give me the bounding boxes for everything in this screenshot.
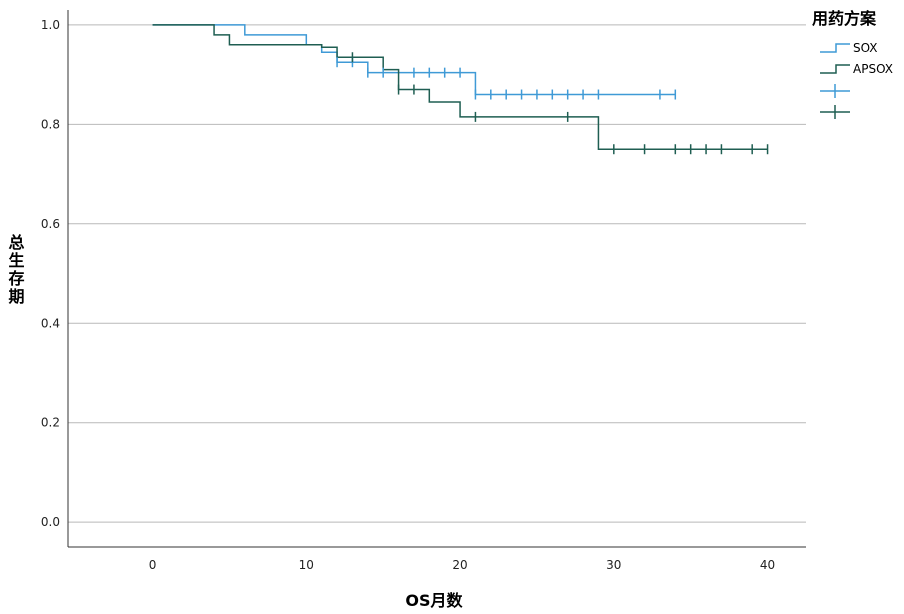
legend: 用药方案 SOX APSOX	[812, 9, 893, 119]
survival-curve-sox	[152, 24, 676, 96]
y-tick-label: 0.8	[41, 117, 60, 131]
legend-swatch-sox	[820, 43, 850, 53]
x-tick-label: 10	[299, 558, 314, 572]
y-tick-label: 0.0	[41, 515, 60, 529]
y-tick-label: 0.2	[41, 416, 60, 430]
y-tick-label: 0.6	[41, 217, 60, 231]
axes	[67, 10, 806, 548]
x-tick-label: 30	[606, 558, 621, 572]
legend-label-apsox: APSOX	[853, 62, 893, 76]
legend-title: 用药方案	[812, 9, 877, 28]
y-tick-label: 0.4	[41, 316, 60, 330]
x-axis-title: OS月数	[405, 591, 463, 610]
survival-curve-apsox	[152, 24, 768, 150]
x-tick-label: 20	[452, 558, 467, 572]
gridlines	[68, 24, 806, 523]
x-tick-label: 0	[149, 558, 157, 572]
survival-curves	[152, 24, 768, 150]
y-axis-title: 总生存期	[6, 233, 25, 306]
tick-labels: 0.0 0.2 0.4 0.6 0.8 1.0 0 10 20 30 40	[41, 18, 775, 572]
legend-swatch-apsox	[820, 64, 850, 74]
y-tick-label: 1.0	[41, 18, 60, 32]
censor-marks	[336, 52, 769, 155]
legend-entries: SOX APSOX	[820, 41, 893, 119]
x-tick-label: 40	[760, 558, 775, 572]
legend-label-sox: SOX	[853, 41, 878, 55]
